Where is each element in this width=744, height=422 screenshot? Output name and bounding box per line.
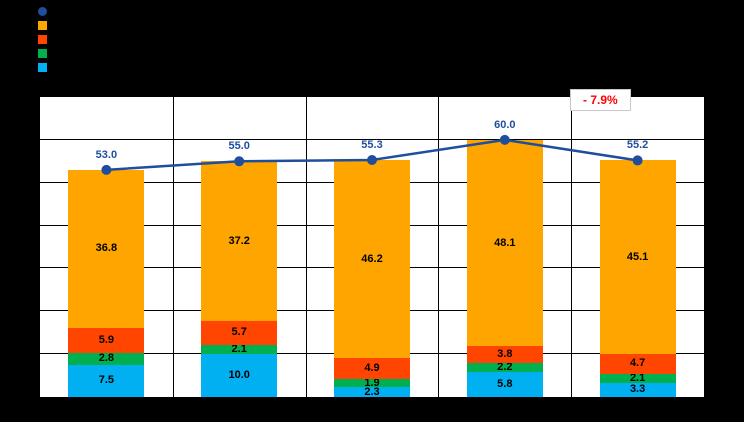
- bar-segment-cyan-bottom: 3.3: [599, 382, 676, 397]
- line-value-label: 55.3: [361, 139, 383, 151]
- bar-segment-label: 48.1: [494, 236, 516, 249]
- bar-segment-orange-red: 3.8: [466, 346, 543, 363]
- bar-segment-green: 2.1: [201, 343, 278, 356]
- bar-segment-label: 45.1: [626, 250, 649, 263]
- bar-segment-orange-red: 5.9: [68, 327, 145, 353]
- bar-segment-green: 1.9: [334, 376, 410, 389]
- total-line-marker-icon: [367, 155, 377, 165]
- bar-segment-label: 4.7: [629, 357, 646, 370]
- line-series-marker-icon: [38, 6, 47, 16]
- annotation-text: - 7.9%: [583, 93, 618, 107]
- bar-segment-label: 7.5: [98, 374, 115, 387]
- vertical-gridline: [438, 97, 440, 397]
- bar-segment-label: 37.2: [228, 234, 250, 247]
- bar-segment-orange: 45.1: [599, 160, 676, 354]
- bar-segment-label: 5.8: [497, 378, 513, 391]
- bar-segment-label: 2.1: [629, 371, 646, 384]
- bar-segment-orange: 36.8: [68, 169, 145, 328]
- legend-item-2: [38, 34, 53, 44]
- bar-segment-label: 2.1: [231, 343, 247, 356]
- bar-series-marker-icon: [38, 62, 47, 72]
- bar-segment-orange-red: 4.9: [334, 358, 410, 379]
- vertical-gridline: [305, 97, 307, 397]
- bar-segment-orange: 46.2: [334, 160, 410, 358]
- line-value-label: 55.2: [626, 139, 649, 152]
- line-value-label: 60.0: [494, 118, 516, 131]
- bar-segment-label: 10.0: [228, 369, 250, 382]
- bar-segment-label: 2.2: [497, 360, 513, 373]
- bar-segment-label: 4.9: [364, 362, 380, 374]
- line-value-label: 53.0: [95, 148, 118, 161]
- bar-segment-label: 36.8: [95, 242, 118, 255]
- bar-segment-label: 46.2: [361, 252, 383, 265]
- bar-segment-orange-red: 5.7: [201, 320, 278, 346]
- bar-segment-label: 2.8: [98, 352, 115, 365]
- bar-segment-cyan-bottom: 10.0: [201, 354, 278, 397]
- bar-segment-cyan-bottom: 2.3: [334, 385, 410, 398]
- bar-segment-label: 3.8: [497, 348, 513, 361]
- bar-segment-label: 5.9: [98, 333, 115, 346]
- bar-segment-label: 5.7: [231, 326, 247, 339]
- bar-segment-cyan-bottom: 7.5: [68, 364, 145, 397]
- line-value-label: 55.0: [228, 140, 250, 153]
- bar-segment-cyan-bottom: 5.8: [466, 372, 543, 397]
- bar-segment-green: 2.1: [599, 371, 676, 384]
- legend-item-0: [38, 6, 53, 16]
- bar-segment-green: 2.2: [466, 360, 543, 373]
- bar-series-marker-icon: [38, 48, 47, 58]
- bar-segment-orange: 37.2: [201, 161, 278, 321]
- bar-segment-orange: 48.1: [466, 140, 543, 347]
- bar-series-marker-icon: [38, 20, 47, 30]
- vertical-gridline: [571, 97, 573, 397]
- annotation-badge: - 7.9%: [570, 89, 631, 111]
- total-line: [101, 134, 643, 175]
- legend-item-3: [38, 48, 53, 58]
- legend: [38, 6, 53, 72]
- total-line-marker-icon: [632, 155, 643, 166]
- vertical-gridline: [172, 97, 174, 397]
- plot-area: 7.5 2.8 5.9 36.8 10.0 2.1 5.7 37.2 2.3 1.9 4.9 46.2…: [40, 97, 704, 397]
- bar-segment-label: 1.9: [364, 376, 380, 389]
- bar-segment-label: 2.3: [364, 385, 380, 398]
- bar-segment-label: 3.3: [629, 383, 646, 396]
- bar-segment-green: 2.8: [68, 352, 145, 365]
- total-line-marker-icon: [101, 164, 112, 175]
- total-line-marker-icon: [499, 134, 510, 145]
- bar-segment-orange-red: 4.7: [599, 353, 676, 374]
- horizontal-gridline: [40, 138, 704, 140]
- legend-item-4: [38, 62, 53, 72]
- legend-item-1: [38, 20, 53, 30]
- bar-series-marker-icon: [38, 34, 47, 44]
- total-line-marker-icon: [234, 156, 245, 167]
